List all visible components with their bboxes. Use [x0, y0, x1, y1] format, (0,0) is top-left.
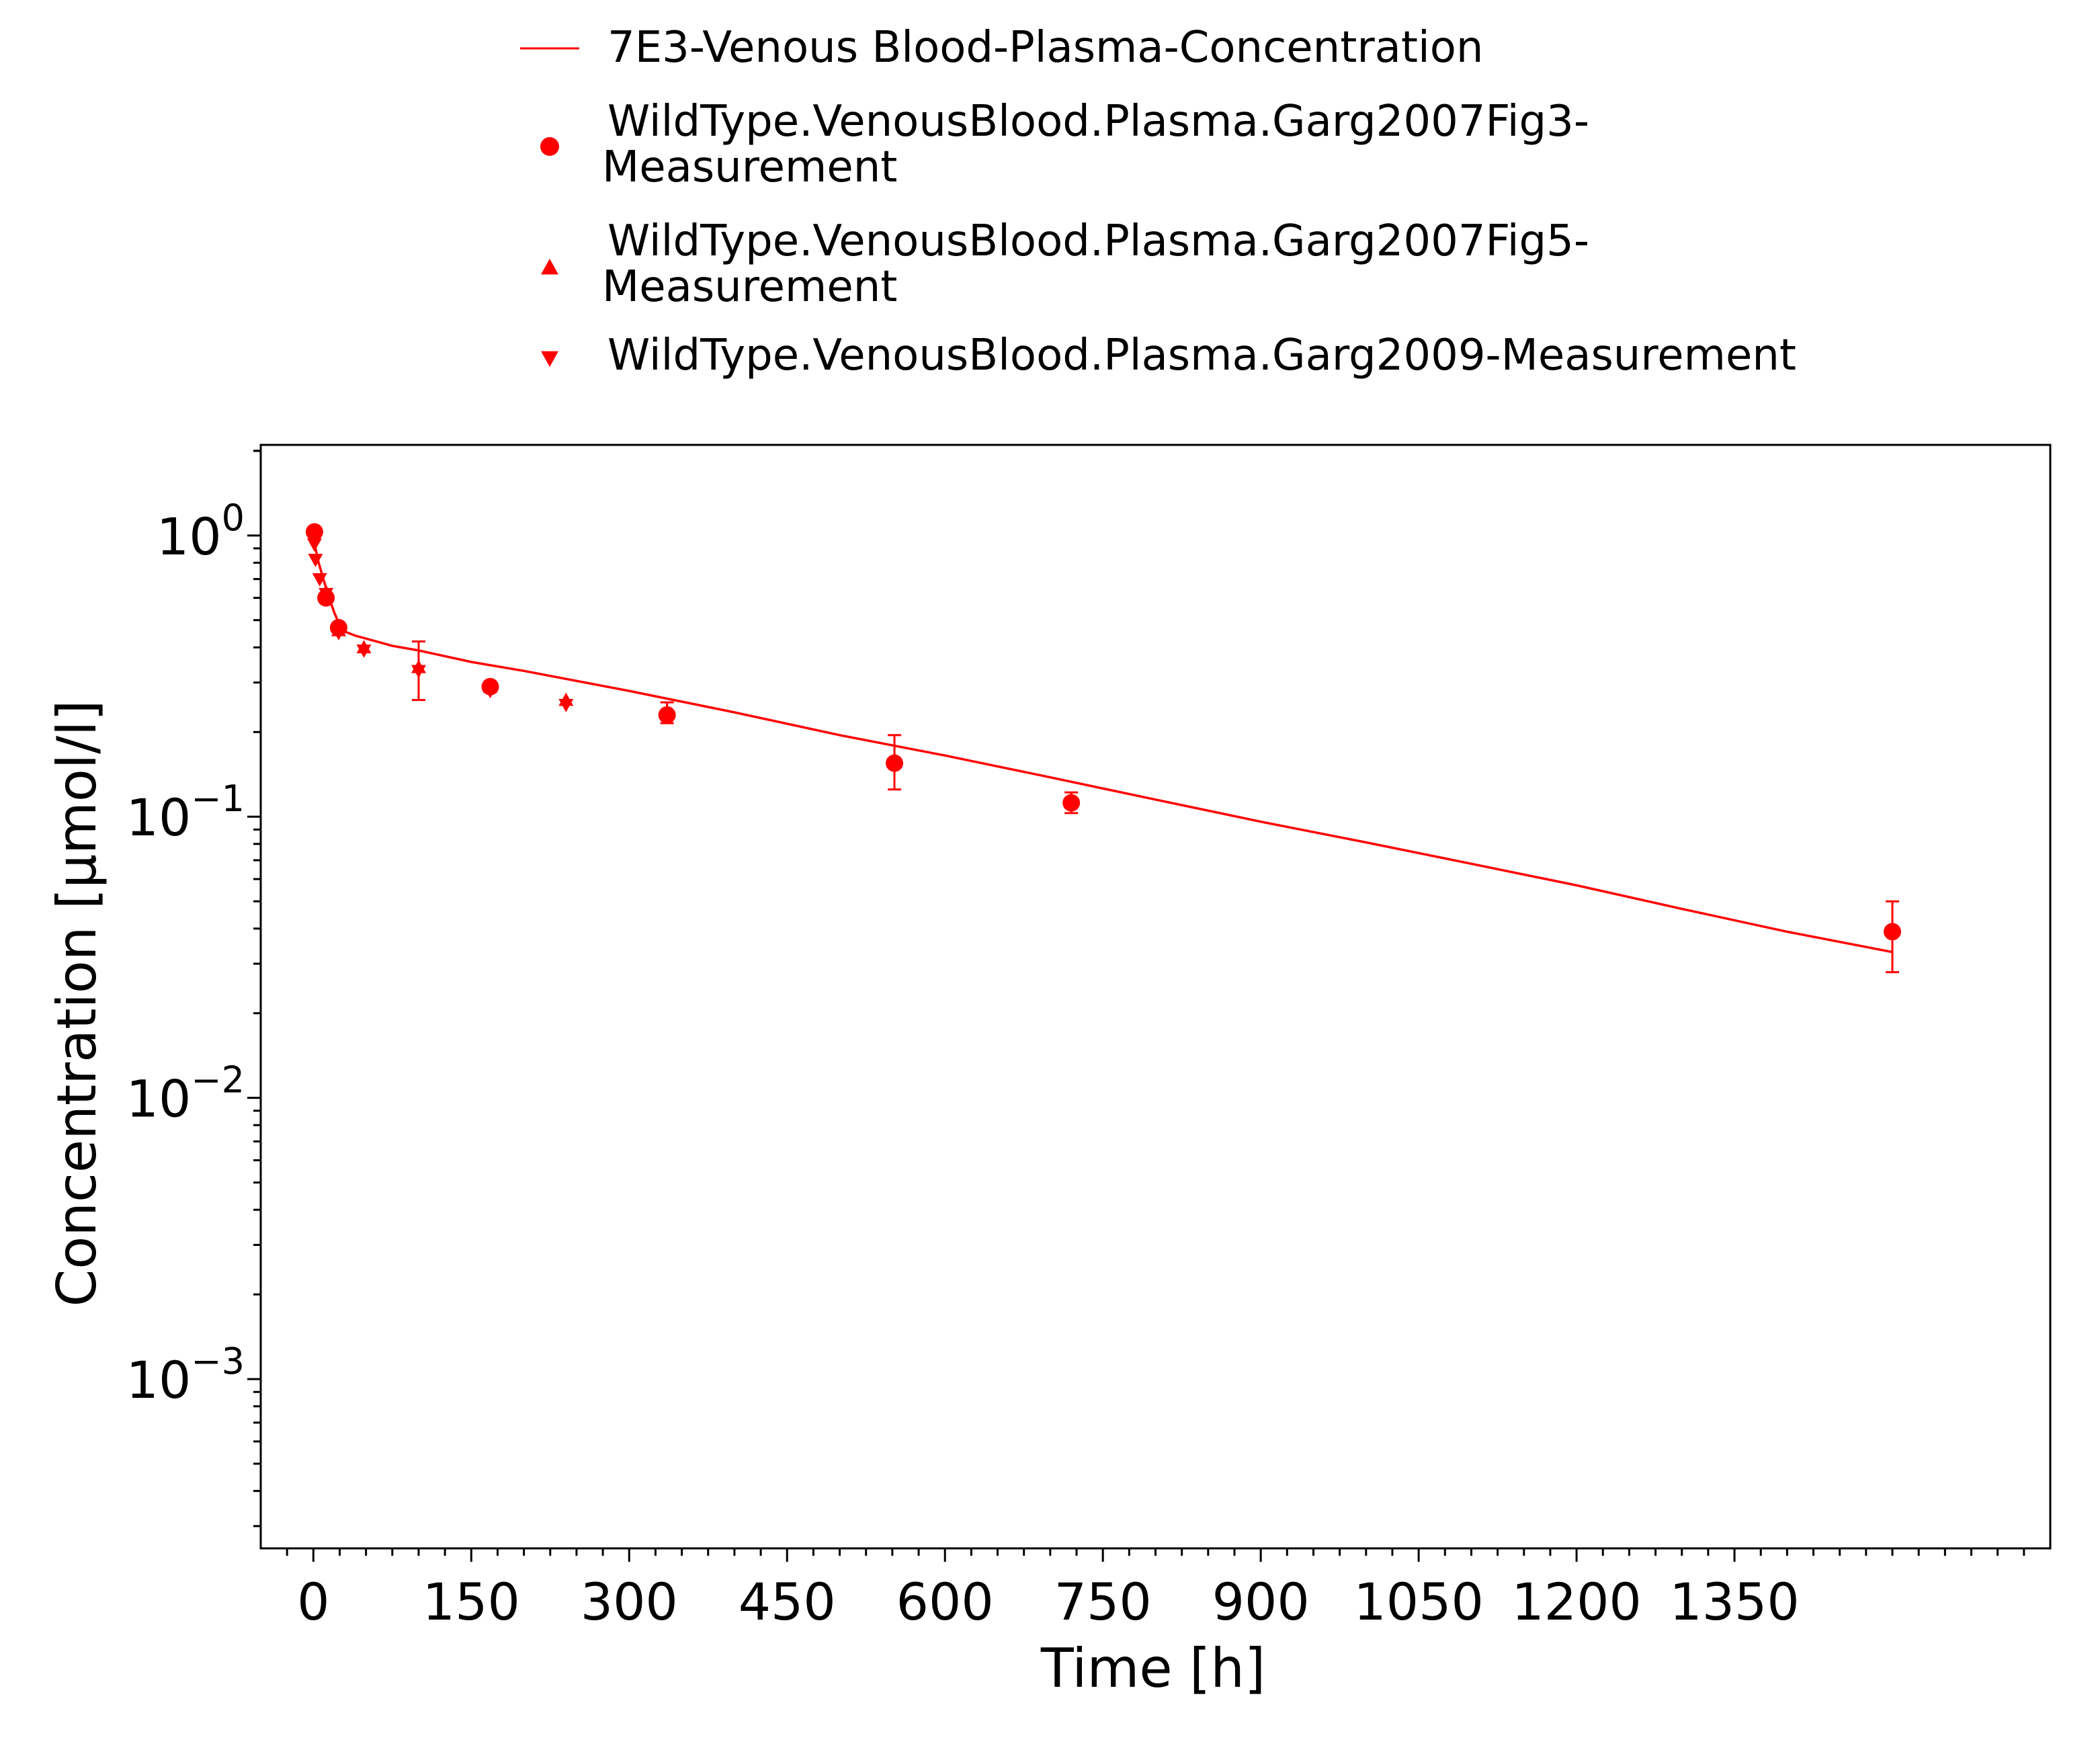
- plot-area-frame: [259, 444, 2052, 1550]
- data-point-triangle-down: [319, 587, 334, 601]
- data-point-circle: [886, 754, 904, 772]
- legend-entry: 7E3-Venous Blood-Plasma-Concentration: [520, 23, 1483, 73]
- x-axis-title: Time [h]: [1040, 1637, 1265, 1700]
- y-tick-label: 10−3: [126, 1340, 245, 1410]
- data-point-circle: [1884, 923, 1902, 941]
- y-axis-title: Concentration [µmol/l]: [46, 700, 108, 1307]
- legend-marker-swatch: [541, 259, 558, 275]
- plot-content: [305, 523, 1902, 974]
- x-tick-label: 1350: [1669, 1572, 1799, 1632]
- data-point-triangle-down: [312, 573, 327, 587]
- y-axis: 100 10−1 10−2 10−3: [126, 450, 261, 1528]
- y-tick-label: 100: [157, 497, 245, 567]
- x-tick-label: 900: [1212, 1572, 1310, 1632]
- legend-label: WildType.VenousBlood.Plasma.Garg2009-Mea…: [607, 331, 1796, 380]
- legend: 7E3-Venous Blood-Plasma-Concentration Wil…: [520, 23, 1796, 380]
- x-tick-label: 150: [423, 1572, 520, 1632]
- legend-marker-swatch: [541, 351, 558, 367]
- data-point-triangle-down: [356, 644, 372, 658]
- x-tick-label: 0: [297, 1572, 329, 1632]
- legend-entry: WildType.VenousBlood.Plasma.Garg2009-Mea…: [541, 331, 1796, 380]
- data-point-triangle-down: [558, 698, 574, 712]
- legend-label: Measurement: [602, 262, 897, 312]
- data-point-triangle-down: [306, 538, 322, 552]
- legend-entry: WildType.VenousBlood.Plasma.Garg2007Fig5…: [541, 216, 1589, 312]
- legend-label: 7E3-Venous Blood-Plasma-Concentration: [607, 23, 1483, 73]
- x-tick-label: 750: [1054, 1572, 1152, 1632]
- x-tick-label: 600: [896, 1572, 994, 1632]
- data-point-triangle-down: [482, 685, 498, 699]
- legend-label: WildType.VenousBlood.Plasma.Garg2007Fig3…: [607, 97, 1589, 147]
- x-tick-label: 1200: [1511, 1572, 1641, 1632]
- data-point-circle: [1062, 794, 1081, 812]
- data-point-triangle-down: [411, 665, 426, 679]
- x-tick-label: 450: [739, 1572, 836, 1632]
- x-axis: 0 150 300 450 600 750 900 1050 1200 1350: [286, 1548, 2025, 1632]
- series-line-7e3-venous-plasma: [312, 535, 1893, 954]
- y-tick-label: 10−2: [126, 1059, 245, 1129]
- data-point-triangle-down: [331, 627, 346, 640]
- legend-label: Measurement: [602, 142, 897, 192]
- legend-entry: WildType.VenousBlood.Plasma.Garg2007Fig3…: [540, 97, 1589, 192]
- data-point-triangle-down: [308, 554, 323, 567]
- legend-label: WildType.VenousBlood.Plasma.Garg2007Fig5…: [607, 216, 1589, 266]
- x-tick-label: 300: [581, 1572, 678, 1632]
- x-tick-label: 1050: [1353, 1572, 1483, 1632]
- y-tick-label: 10−1: [126, 778, 245, 847]
- data-point-circle: [658, 706, 676, 724]
- legend-marker-swatch: [540, 137, 559, 156]
